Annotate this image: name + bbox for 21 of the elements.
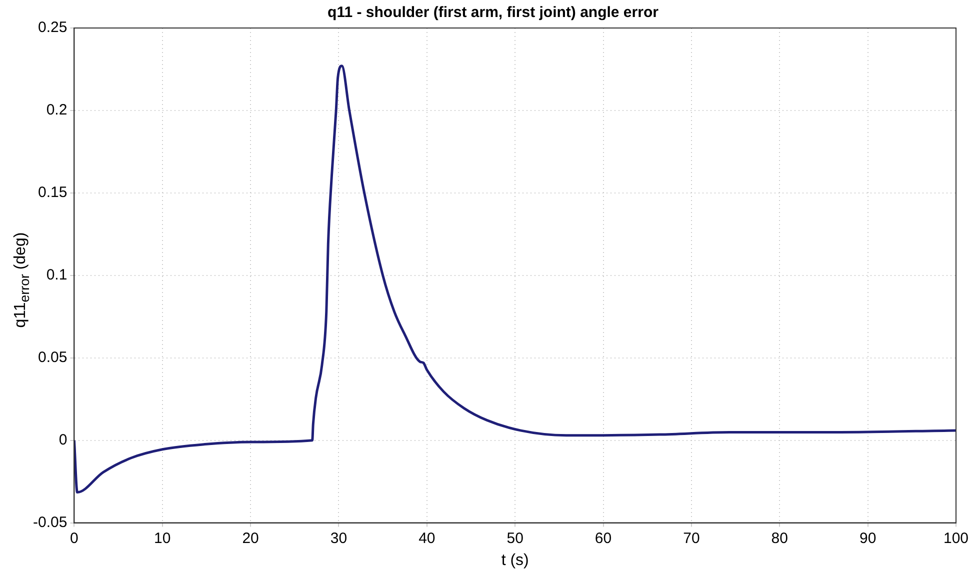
y-tick-label: 0.25 [38,19,68,36]
line-series [74,64,956,494]
y-tick-label: 0.05 [38,349,68,366]
x-tick-label: 0 [70,530,78,547]
x-tick-label: 70 [683,530,700,547]
x-tick-label: 30 [330,530,348,547]
x-axis-title: t (s) [501,552,529,569]
y-tick-label: 0.1 [46,266,68,284]
y-tick-label: -0.05 [32,514,68,531]
x-tick-label: 60 [594,530,612,547]
x-tick-label: 40 [418,530,436,547]
x-tick-label: 20 [242,530,259,547]
x-tick-label: 50 [506,530,524,547]
x-tick-label: 80 [771,530,788,547]
x-tick-label: 10 [154,530,171,547]
x-tick-label: 100 [943,530,969,547]
y-tick-label: 0.15 [38,184,68,202]
y-tick-label: 0.2 [46,102,68,119]
y-tick-label: 0 [58,431,68,448]
chart-title: q11 - shoulder (first arm, first joint) angle error [328,4,659,22]
x-tick-label: 90 [859,530,876,547]
